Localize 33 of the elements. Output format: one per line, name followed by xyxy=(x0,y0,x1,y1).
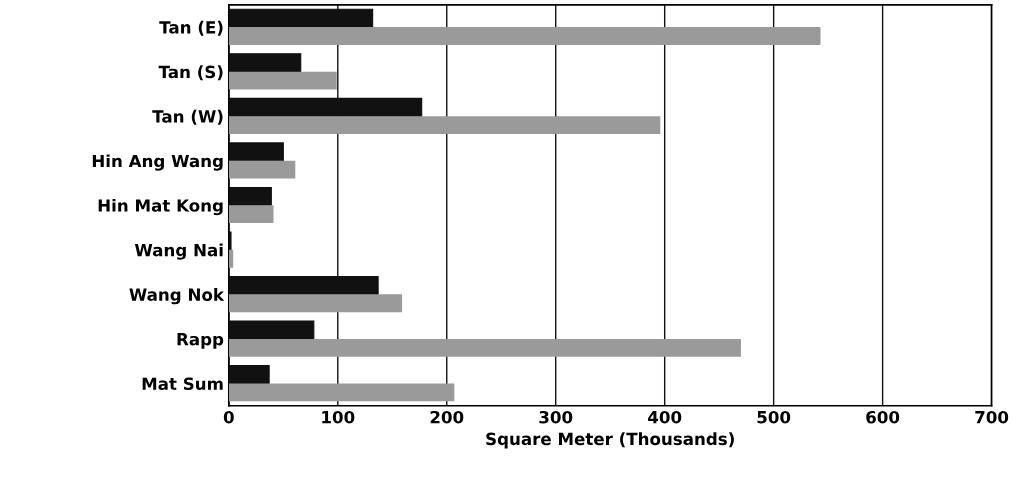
x-tick-label: 100 xyxy=(322,410,355,424)
x-axis-title: Square Meter (Thousands) xyxy=(486,432,734,449)
x-tick-label: 200 xyxy=(430,410,464,424)
x-tick-label: 700 xyxy=(975,410,1009,424)
bar xyxy=(228,338,741,357)
bar xyxy=(228,186,272,206)
bar xyxy=(228,231,232,251)
y-tick-label: Mat Sum xyxy=(142,377,223,391)
y-tick-label: Tan (E) xyxy=(159,20,223,36)
x-tick-label: 500 xyxy=(757,410,791,424)
bar xyxy=(228,53,302,73)
bar xyxy=(228,249,234,268)
y-tick-label: Wang Nok xyxy=(129,288,225,305)
bar xyxy=(228,27,821,45)
bar xyxy=(228,294,403,313)
bar xyxy=(228,320,315,340)
y-tick-label: Wang Nai xyxy=(134,243,223,260)
bar xyxy=(228,71,337,90)
y-tick-label: Hin Ang Wang xyxy=(92,154,223,171)
bar xyxy=(228,160,296,179)
bar xyxy=(228,142,284,162)
x-tick-label: 0 xyxy=(223,410,234,424)
bar xyxy=(228,365,270,385)
x-tick-label: 600 xyxy=(866,410,900,424)
y-tick-label: Rapp xyxy=(177,333,224,349)
y-tick-label: Tan (W) xyxy=(152,109,223,125)
bar xyxy=(228,116,661,135)
y-tick-label: Hin Mat Kong xyxy=(98,198,223,216)
x-tick-label: 300 xyxy=(539,410,573,424)
x-tick-label: 400 xyxy=(648,410,682,424)
bar xyxy=(228,205,274,224)
y-tick-label: Tan (S) xyxy=(158,65,223,81)
bar xyxy=(228,383,455,402)
